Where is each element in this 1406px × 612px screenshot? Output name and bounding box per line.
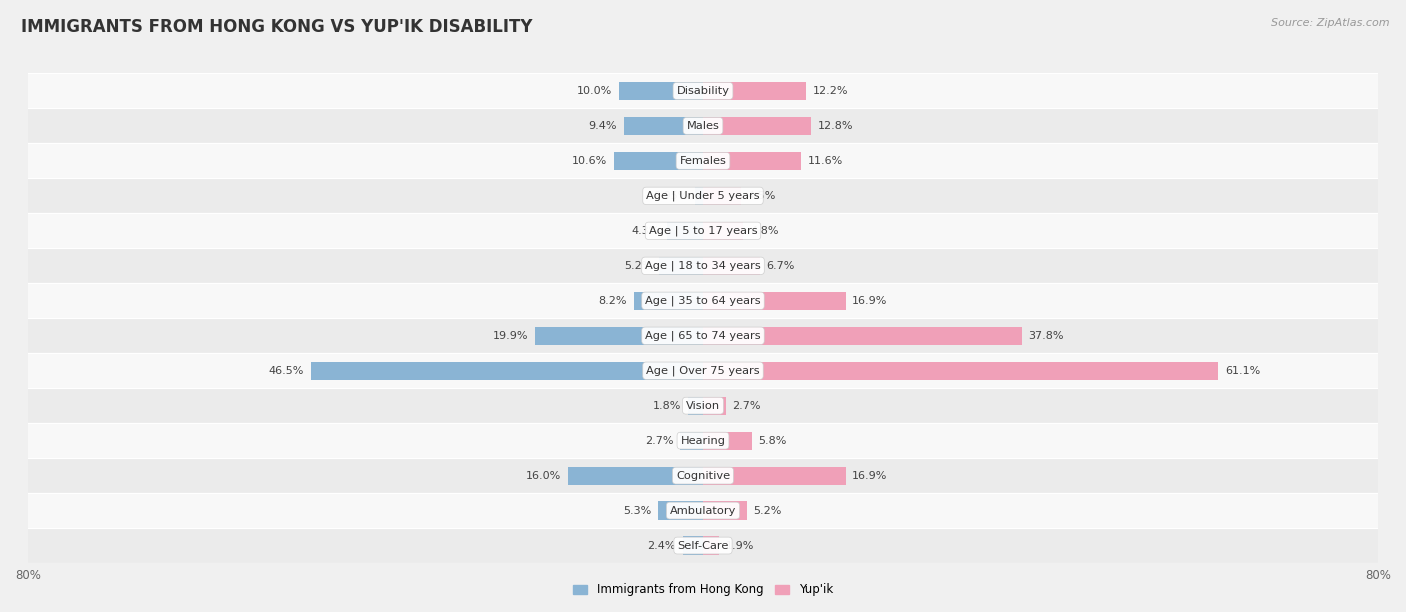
Text: 4.5%: 4.5% bbox=[748, 191, 776, 201]
Bar bbox=[703, 82, 806, 100]
Text: Age | 5 to 17 years: Age | 5 to 17 years bbox=[648, 226, 758, 236]
Bar bbox=[703, 187, 741, 205]
Bar bbox=[703, 501, 747, 520]
Bar bbox=[0, 108, 1406, 143]
Text: 11.6%: 11.6% bbox=[807, 156, 842, 166]
Text: 19.9%: 19.9% bbox=[494, 330, 529, 341]
Bar bbox=[0, 423, 1406, 458]
Bar bbox=[0, 528, 1406, 563]
Bar bbox=[703, 222, 744, 240]
Text: 4.8%: 4.8% bbox=[751, 226, 779, 236]
Text: Self-Care: Self-Care bbox=[678, 540, 728, 551]
Text: IMMIGRANTS FROM HONG KONG VS YUP'IK DISABILITY: IMMIGRANTS FROM HONG KONG VS YUP'IK DISA… bbox=[21, 18, 533, 36]
Bar bbox=[703, 256, 759, 275]
Text: 5.3%: 5.3% bbox=[623, 506, 651, 515]
Text: 5.2%: 5.2% bbox=[754, 506, 782, 515]
Bar bbox=[0, 178, 1406, 214]
Bar bbox=[0, 214, 1406, 248]
Text: 16.9%: 16.9% bbox=[852, 471, 887, 480]
Text: Age | 35 to 64 years: Age | 35 to 64 years bbox=[645, 296, 761, 306]
Text: 5.8%: 5.8% bbox=[759, 436, 787, 446]
Bar bbox=[619, 82, 703, 100]
Bar bbox=[0, 493, 1406, 528]
Text: 1.8%: 1.8% bbox=[652, 401, 681, 411]
Text: 0.95%: 0.95% bbox=[652, 191, 689, 201]
Bar bbox=[703, 327, 1022, 345]
Text: 16.9%: 16.9% bbox=[852, 296, 887, 306]
Bar bbox=[695, 187, 703, 205]
Bar bbox=[659, 256, 703, 275]
Text: Source: ZipAtlas.com: Source: ZipAtlas.com bbox=[1271, 18, 1389, 28]
Text: 16.0%: 16.0% bbox=[526, 471, 561, 480]
Bar bbox=[0, 318, 1406, 353]
Text: Age | Under 5 years: Age | Under 5 years bbox=[647, 190, 759, 201]
Text: 2.7%: 2.7% bbox=[645, 436, 673, 446]
Bar bbox=[0, 283, 1406, 318]
Bar bbox=[0, 353, 1406, 388]
Bar bbox=[703, 152, 801, 170]
Text: 2.4%: 2.4% bbox=[648, 540, 676, 551]
Bar bbox=[634, 292, 703, 310]
Bar bbox=[624, 117, 703, 135]
Text: 1.9%: 1.9% bbox=[725, 540, 754, 551]
Text: 10.0%: 10.0% bbox=[576, 86, 612, 96]
Bar bbox=[703, 397, 725, 415]
Text: Hearing: Hearing bbox=[681, 436, 725, 446]
Text: 12.2%: 12.2% bbox=[813, 86, 848, 96]
Bar bbox=[568, 466, 703, 485]
Text: 4.3%: 4.3% bbox=[631, 226, 659, 236]
Bar bbox=[0, 143, 1406, 178]
Text: Age | 18 to 34 years: Age | 18 to 34 years bbox=[645, 261, 761, 271]
Bar bbox=[681, 431, 703, 450]
Text: 61.1%: 61.1% bbox=[1225, 366, 1260, 376]
Text: Ambulatory: Ambulatory bbox=[669, 506, 737, 515]
Text: Vision: Vision bbox=[686, 401, 720, 411]
Legend: Immigrants from Hong Kong, Yup'ik: Immigrants from Hong Kong, Yup'ik bbox=[568, 579, 838, 601]
Bar bbox=[0, 248, 1406, 283]
Bar bbox=[0, 73, 1406, 108]
Text: 5.2%: 5.2% bbox=[624, 261, 652, 271]
Text: 12.8%: 12.8% bbox=[818, 121, 853, 131]
Bar bbox=[703, 117, 811, 135]
Bar bbox=[703, 431, 752, 450]
Text: Males: Males bbox=[686, 121, 720, 131]
Text: 10.6%: 10.6% bbox=[572, 156, 607, 166]
Text: 9.4%: 9.4% bbox=[589, 121, 617, 131]
Bar bbox=[703, 362, 1219, 380]
Bar bbox=[666, 222, 703, 240]
Bar bbox=[683, 537, 703, 554]
Bar bbox=[658, 501, 703, 520]
Bar bbox=[703, 292, 845, 310]
Text: 8.2%: 8.2% bbox=[599, 296, 627, 306]
Bar bbox=[613, 152, 703, 170]
Bar bbox=[0, 388, 1406, 423]
Text: Cognitive: Cognitive bbox=[676, 471, 730, 480]
Text: Age | Over 75 years: Age | Over 75 years bbox=[647, 365, 759, 376]
Bar bbox=[703, 537, 718, 554]
Bar bbox=[536, 327, 703, 345]
Text: 2.7%: 2.7% bbox=[733, 401, 761, 411]
Bar bbox=[703, 466, 845, 485]
Bar bbox=[311, 362, 703, 380]
Text: Age | 65 to 74 years: Age | 65 to 74 years bbox=[645, 330, 761, 341]
Text: 6.7%: 6.7% bbox=[766, 261, 794, 271]
Bar bbox=[688, 397, 703, 415]
Bar bbox=[0, 458, 1406, 493]
Text: 46.5%: 46.5% bbox=[269, 366, 304, 376]
Text: Females: Females bbox=[679, 156, 727, 166]
Text: Disability: Disability bbox=[676, 86, 730, 96]
Text: 37.8%: 37.8% bbox=[1029, 330, 1064, 341]
